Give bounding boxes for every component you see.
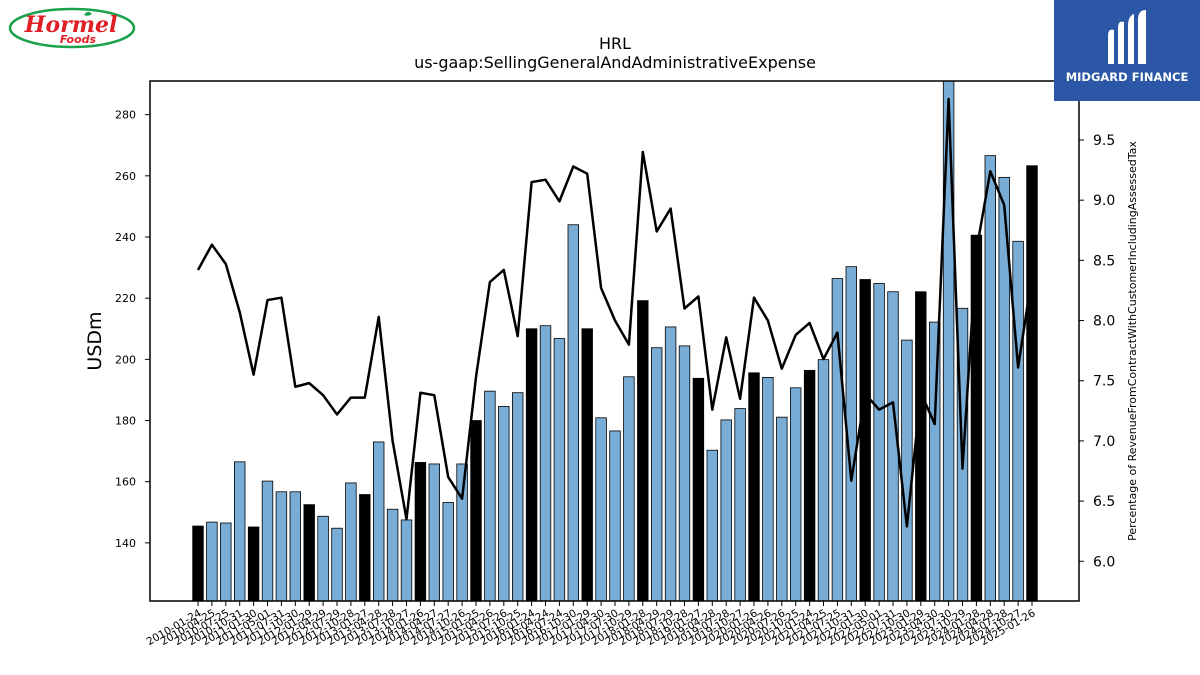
bar-2013-10-27 [400, 519, 413, 601]
bar-2016-01-24 [525, 328, 538, 601]
bar-2014-10-26 [456, 463, 468, 601]
y2-axis-label: Percentage of RevenueFromContractWithCus… [1126, 141, 1139, 541]
y-ticks-group: 140 160 180 200 220 240 260 280 [115, 109, 150, 550]
bar-2010-04-25 [206, 521, 218, 601]
y-tick-label: 200 [115, 353, 136, 366]
y-tick-label: 240 [115, 231, 136, 244]
bar-2019-07-28 [720, 419, 732, 601]
bar-2016-04-24 [539, 325, 552, 601]
y2-tick-label: 8.5 [1093, 253, 1115, 269]
bar-2014-04-27 [428, 463, 441, 601]
midgard-emblem-icon [1108, 10, 1146, 65]
bar-2012-04-29 [317, 515, 329, 601]
y-tick-label: 180 [115, 415, 136, 428]
bar-2023-01-29 [915, 291, 927, 601]
bar-2011-05-01 [261, 480, 274, 601]
midgard-finance-logo: MIDGARD FINANCE [1054, 0, 1200, 101]
y2-tick-label: 8.0 [1093, 314, 1115, 330]
bar-2020-10-25 [790, 387, 802, 601]
y2-tick-label: 9.5 [1093, 133, 1115, 149]
hormel-leaf-icon [84, 11, 92, 16]
y-tick-label: 260 [115, 170, 136, 183]
midgard-logo-bg [1054, 0, 1200, 101]
bars-group [192, 81, 1038, 601]
midgard-logo-text: MIDGARD FINANCE [1066, 70, 1189, 84]
bar-2013-07-28 [386, 508, 399, 601]
bar-2010-07-25 [220, 522, 232, 601]
bar-2018-01-28 [637, 300, 649, 601]
bar-2024-10-27 [1012, 240, 1024, 601]
bar-2015-10-25 [512, 392, 524, 601]
bar-2020-01-26 [748, 372, 760, 601]
chart-title: HRL [599, 34, 631, 53]
bar-2010-10-31 [233, 461, 246, 601]
bar-2019-10-27 [734, 408, 746, 601]
bar-2015-04-26 [484, 390, 496, 601]
hormel-logo-sub: Foods [60, 33, 97, 46]
bar-2016-07-24 [553, 338, 566, 601]
bar-2021-04-25 [817, 359, 830, 601]
bar-2019-04-28 [706, 449, 719, 601]
bar-2011-10-30 [289, 491, 302, 601]
y-tick-label: 140 [115, 537, 136, 550]
bar-2017-01-29 [581, 328, 593, 601]
bar-2022-10-30 [901, 339, 913, 601]
bar-2024-04-28 [984, 155, 997, 601]
bar-2013-01-27 [359, 494, 371, 601]
y2-tick-label: 7.0 [1093, 434, 1115, 450]
bar-2021-07-25 [831, 278, 844, 601]
bar-2019-01-27 [692, 377, 705, 601]
bar-2018-07-29 [664, 326, 677, 601]
bar-2023-07-30 [942, 81, 955, 601]
bar-2014-07-27 [442, 502, 454, 601]
y-axis-label: USDm [84, 311, 106, 370]
bar-2017-07-30 [609, 430, 621, 601]
y2-tick-label: 6.5 [1093, 494, 1115, 510]
bar-2011-07-31 [275, 491, 288, 601]
y-tick-label: 160 [115, 476, 136, 489]
y2-ticks-group: 6.0 6.5 7.0 7.5 8.0 8.5 9.0 9.5 [1079, 133, 1115, 570]
y2-tick-label: 7.5 [1093, 374, 1115, 390]
y2-tick-label: 9.0 [1093, 193, 1115, 209]
bar-2010-01-24 [192, 525, 204, 601]
ratio-line [196, 97, 1034, 528]
bar-2023-04-30 [929, 321, 941, 601]
bar-2015-07-26 [498, 406, 510, 601]
y-tick-label: 280 [115, 109, 136, 122]
bar-2021-01-24 [803, 369, 816, 601]
x-ticks-group: 2010-01-242010-04-252010-07-252010-10-31… [145, 601, 1038, 648]
bar-2011-01-30 [247, 526, 260, 601]
bar-2013-04-28 [372, 441, 385, 601]
bar-2025-01-26 [1026, 165, 1038, 601]
bar-2012-10-28 [345, 482, 357, 601]
bar-2016-10-30 [567, 224, 580, 601]
bar-2015-01-25 [470, 420, 482, 601]
bar-2012-01-29 [303, 504, 315, 601]
y-tick-label: 220 [115, 292, 136, 305]
bar-2018-10-28 [678, 345, 691, 601]
bar-2018-04-29 [651, 347, 663, 601]
bar-2017-04-30 [595, 417, 607, 601]
bar-2012-07-29 [331, 527, 343, 601]
bar-2022-05-01 [873, 283, 885, 601]
hormel-logo-ring [8, 7, 136, 49]
y2-tick-label: 6.0 [1093, 554, 1115, 570]
bar-2024-01-28 [970, 234, 983, 601]
bar-2017-10-29 [623, 376, 635, 601]
bar-2014-01-26 [414, 462, 427, 601]
chart-subtitle: us-gaap:SellingGeneralAndAdministrativeE… [414, 53, 816, 72]
hormel-logo: Hormel Foods [8, 7, 136, 49]
bar-2022-01-30 [859, 279, 871, 601]
hormel-logo-text: Hormel [24, 12, 118, 38]
bar-2024-07-28 [998, 176, 1010, 601]
bar-2020-04-26 [762, 376, 774, 601]
bar-2020-07-26 [776, 416, 788, 601]
